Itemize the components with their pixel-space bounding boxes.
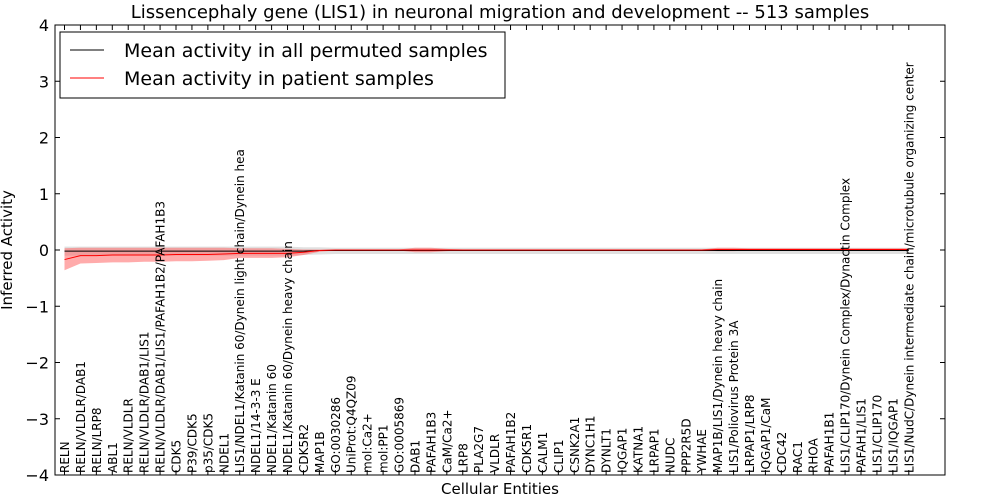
x-tick-label: MAP1B/LIS1/Dynein heavy chain <box>711 279 725 473</box>
x-tick-label: LIS1/Poliovirus Protein 3A <box>727 320 741 473</box>
y-axis-ticks: −4 −3 −2 −1 0 1 2 3 4 <box>25 16 945 485</box>
x-tick-label: PAFAH1B3 <box>424 412 438 473</box>
x-tick-label: LRPAP1/LRP8 <box>743 394 757 473</box>
x-tick-label: IQGAP1 <box>616 428 630 473</box>
x-tick-label: RELN/VLDLR/DAB1 <box>74 361 88 473</box>
y-tick-label: −3 <box>25 410 49 429</box>
x-tick-label: PPP2R5D <box>679 418 693 473</box>
x-tick-label: DYNC1H1 <box>584 415 598 473</box>
series-line-permuted <box>64 250 909 252</box>
x-tick-label: PAFAH1/LIS1 <box>855 398 869 473</box>
x-tick-label: RELN/VLDLR/DAB1/LIS1 <box>138 332 152 473</box>
chart-title: Lissencephaly gene (LIS1) in neuronal mi… <box>131 2 870 23</box>
x-tick-label: CDC42 <box>775 432 789 473</box>
x-tick-label: P39/CDK5 <box>185 413 199 473</box>
y-tick-label: 3 <box>39 72 49 91</box>
x-tick-label: CALM1 <box>536 432 550 473</box>
x-tick-label: RAC1 <box>791 441 805 473</box>
x-tick-label: LIS1/NDEL1/Katanin 60/Dynein light chain… <box>233 149 247 473</box>
x-tick-label: PLA2G7 <box>472 426 486 473</box>
x-axis-label: Cellular Entities <box>441 480 559 498</box>
y-tick-label: 4 <box>39 16 49 35</box>
x-tick-label: PAFAH1B2 <box>504 412 518 473</box>
x-tick-label: RELN <box>58 441 72 473</box>
x-tick-label: CDK5R2 <box>297 424 311 473</box>
y-tick-label: 0 <box>39 241 49 260</box>
x-tick-label: LIS1/CLIP170/Dynein Complex/Dynactin Com… <box>839 178 853 473</box>
x-tick-label: NDEL1/Katanin 60/Dynein heavy chain <box>281 241 295 473</box>
x-tick-label: RELN/VLDLR/DAB1/LIS1/PAFAH1B2/PAFAH1B3 <box>154 201 168 473</box>
x-tick-label: p35/CDK5 <box>201 413 215 473</box>
x-tick-label: RHOA <box>807 437 821 473</box>
x-tick-label: LRPAP1 <box>647 428 661 473</box>
x-tick-label: MAP1B <box>313 431 327 473</box>
x-tick-label: ABL1 <box>106 442 120 473</box>
y-axis-label: Inferred Activity <box>0 190 16 310</box>
legend-label-patient: Mean activity in patient samples <box>124 68 434 90</box>
x-tick-label: NDEL1/Katanin 60 <box>265 364 279 473</box>
x-tick-label: GO:0005869 <box>393 397 407 473</box>
x-tick-label: CSNK2A1 <box>568 417 582 473</box>
x-tick-label: NUDC <box>663 438 677 473</box>
x-tick-label: CDK5R1 <box>520 424 534 473</box>
x-tick-label: CLIP1 <box>552 440 566 473</box>
x-tick-label: DYNLT1 <box>600 428 614 473</box>
y-tick-label: 2 <box>39 129 49 148</box>
x-tick-label: PAFAH1B1 <box>823 412 837 473</box>
x-tick-label: CDK5 <box>170 440 184 473</box>
y-tick-label: −2 <box>25 354 49 373</box>
x-tick-label: RELN/VLDLR <box>122 398 136 473</box>
x-tick-label: mol:PP1 <box>377 424 391 473</box>
x-tick-label: YWHAE <box>695 429 709 474</box>
x-tick-label: RELN/LRP8 <box>90 407 104 473</box>
series-lines <box>64 248 909 261</box>
y-tick-label: 1 <box>39 185 49 204</box>
legend-label-permuted: Mean activity in all permuted samples <box>124 40 487 62</box>
x-tick-label: NDEL1 <box>217 433 231 473</box>
plot-frame <box>54 24 946 476</box>
y-tick-label: −1 <box>25 297 49 316</box>
x-tick-label: NDEL1/14-3-3 E <box>249 378 263 473</box>
x-tick-label: KATNA1 <box>631 426 645 473</box>
x-tick-label: GO:0030286 <box>329 397 343 473</box>
y-tick-label: −4 <box>25 466 49 485</box>
x-tick-label: CaM/Ca2+ <box>440 409 454 473</box>
series-line-patient <box>64 248 909 261</box>
x-tick-label: LRP8 <box>456 443 470 473</box>
x-tick-label: LIS1/CLIP170 <box>870 395 884 473</box>
x-tick-label: VLDLR <box>488 434 502 473</box>
x-tick-label: UniProt:Q4QZ09 <box>345 375 359 473</box>
legend-frame <box>59 31 506 99</box>
x-tick-label: mol:Ca2+ <box>361 413 375 473</box>
legend: Mean activity in all permuted samples Me… <box>59 31 506 99</box>
x-tick-label: IQGAP1/CaM <box>759 398 773 474</box>
x-tick-label: DAB1 <box>408 440 422 473</box>
x-axis-ticks: RELN RELN/VLDLR/DAB1 RELN/LRP8 ABL1 RELN/VLD… <box>58 25 916 475</box>
x-tick-label: LIS1/IQGAP1 <box>886 398 900 473</box>
x-tick-label: LIS1/NudC/Dynein intermediate chain/micr… <box>902 62 916 473</box>
